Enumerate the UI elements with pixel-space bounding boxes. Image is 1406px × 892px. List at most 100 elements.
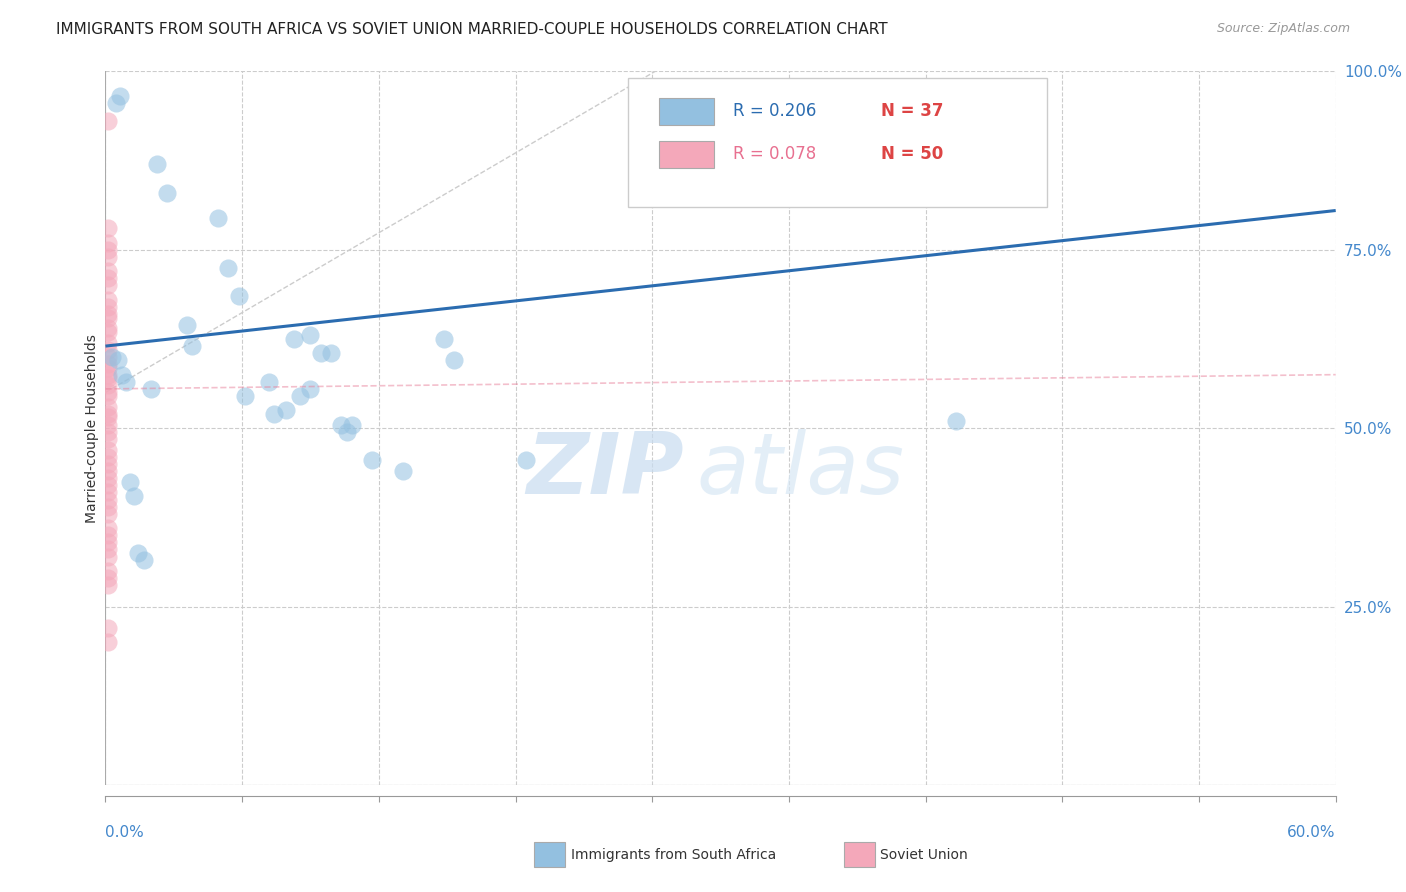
Point [96, 243, 118, 257]
Point [96, 432, 118, 446]
Point [96, 389, 118, 403]
Point [156, 186, 179, 200]
Point [96, 571, 118, 585]
Point [299, 382, 322, 396]
Bar [659, 98, 714, 125]
Point [96, 450, 118, 464]
Point [96, 549, 118, 564]
Text: atlas: atlas [696, 429, 904, 513]
Y-axis label: Married-couple Households: Married-couple Households [84, 334, 98, 523]
Point [207, 211, 229, 225]
Point [180, 339, 202, 353]
Point [330, 417, 353, 432]
Point [96, 307, 118, 321]
Point [96, 492, 118, 507]
Point [111, 368, 134, 382]
Point [96, 264, 118, 278]
Point [340, 417, 363, 432]
Text: Soviet Union: Soviet Union [880, 847, 967, 862]
Point [96, 368, 118, 382]
Point [96, 564, 118, 578]
Point [120, 475, 141, 489]
Text: Immigrants from South Africa: Immigrants from South Africa [571, 847, 776, 862]
Point [96, 621, 118, 635]
Point [139, 382, 162, 396]
Point [96, 500, 118, 514]
Point [259, 375, 281, 389]
Point [96, 221, 118, 235]
Point [134, 553, 156, 567]
Point [443, 353, 465, 368]
Text: N = 37: N = 37 [880, 103, 943, 120]
Point [127, 546, 149, 560]
Point [96, 310, 118, 325]
Point [96, 371, 118, 385]
Point [319, 346, 342, 360]
Point [96, 378, 118, 392]
Text: N = 50: N = 50 [880, 145, 943, 163]
Text: IMMIGRANTS FROM SOUTH AFRICA VS SOVIET UNION MARRIED-COUPLE HOUSEHOLDS CORRELATI: IMMIGRANTS FROM SOUTH AFRICA VS SOVIET U… [56, 22, 887, 37]
Point [96, 457, 118, 471]
Point [96, 400, 118, 414]
Point [96, 278, 118, 293]
Point [361, 453, 384, 467]
Bar [659, 141, 714, 168]
Point [96, 417, 118, 432]
Text: 0.0%: 0.0% [105, 825, 145, 840]
Point [96, 542, 118, 557]
Point [96, 321, 118, 335]
Point [218, 260, 240, 275]
Text: R = 0.078: R = 0.078 [733, 145, 815, 163]
Point [228, 289, 250, 303]
Point [96, 410, 118, 425]
Point [96, 407, 118, 421]
Point [263, 407, 285, 421]
Point [96, 478, 118, 492]
Point [96, 471, 118, 485]
Point [391, 464, 413, 478]
Point [96, 528, 118, 542]
Point [100, 350, 122, 364]
Text: Source: ZipAtlas.com: Source: ZipAtlas.com [1216, 22, 1350, 36]
Text: ZIP: ZIP [526, 429, 683, 513]
Point [145, 157, 167, 171]
Point [299, 328, 322, 343]
Point [233, 389, 256, 403]
Point [290, 389, 312, 403]
Point [96, 578, 118, 592]
Point [96, 535, 118, 549]
Point [96, 293, 118, 307]
Point [96, 114, 118, 128]
Point [96, 235, 118, 250]
Point [515, 453, 537, 467]
Point [96, 485, 118, 500]
Point [96, 357, 118, 371]
Point [433, 332, 456, 346]
Point [96, 271, 118, 285]
Text: 60.0%: 60.0% [1288, 825, 1336, 840]
Point [96, 464, 118, 478]
Point [96, 250, 118, 264]
Point [96, 507, 118, 521]
Point [96, 360, 118, 375]
Point [108, 89, 131, 103]
Text: R = 0.206: R = 0.206 [733, 103, 817, 120]
Point [336, 425, 359, 439]
Point [96, 442, 118, 457]
Point [96, 335, 118, 350]
Point [96, 385, 118, 400]
Point [115, 375, 138, 389]
Point [96, 425, 118, 439]
Point [96, 635, 118, 649]
Point [96, 300, 118, 314]
Point [104, 96, 127, 111]
Point [107, 353, 129, 368]
Point [96, 325, 118, 339]
Point [96, 343, 118, 357]
Point [274, 403, 297, 417]
Point [96, 521, 118, 535]
Point [96, 350, 118, 364]
Point [945, 414, 967, 428]
Point [283, 332, 305, 346]
Point [122, 489, 145, 503]
